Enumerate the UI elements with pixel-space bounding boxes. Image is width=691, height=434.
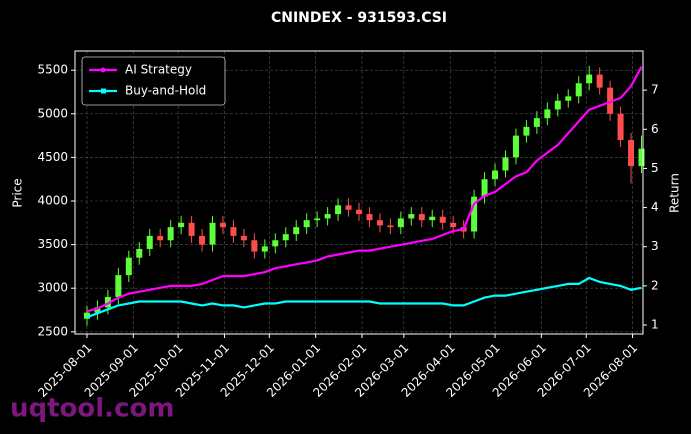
candle-body — [450, 222, 457, 228]
y-tick-label: 2500 — [37, 324, 68, 338]
candle-body — [335, 205, 342, 215]
candle-body — [418, 214, 425, 221]
candle-body — [178, 222, 185, 228]
chart-title: CNINDEX - 931593.CSI — [271, 10, 447, 26]
candle-body — [157, 235, 164, 241]
candle-body — [83, 312, 90, 319]
candle-body — [533, 118, 540, 127]
candle-body — [240, 235, 247, 241]
y2-tick-label: 5 — [651, 161, 659, 175]
y2-tick-label: 4 — [651, 200, 659, 214]
watermark: uqtool.com — [10, 394, 174, 424]
candle-body — [146, 235, 153, 249]
y-tick-label: 4500 — [37, 150, 68, 164]
y-tick-label: 3000 — [37, 281, 68, 295]
legend-box — [81, 56, 226, 106]
candle-body — [261, 246, 268, 252]
candle-body — [167, 227, 174, 241]
y2-tick-label: 7 — [651, 83, 659, 97]
candle-body — [282, 234, 289, 241]
candle-body — [471, 196, 478, 232]
candle-body — [617, 113, 624, 140]
candle-body — [209, 222, 216, 245]
y-axis-label: Price — [11, 178, 25, 207]
legend-label: AI Strategy — [125, 63, 192, 77]
line — [86, 66, 643, 313]
candle-body — [272, 240, 279, 247]
y-tick-label: 4000 — [37, 194, 68, 208]
y2-tick-label: 3 — [651, 239, 659, 253]
candle-body — [429, 216, 436, 221]
candle-body — [439, 216, 446, 223]
candle-body — [125, 257, 132, 276]
candle-body — [324, 214, 331, 219]
legend-marker — [101, 88, 106, 94]
candle-body — [492, 170, 499, 180]
candle-body — [387, 225, 394, 228]
candle-body — [544, 109, 551, 119]
candle-body — [554, 100, 561, 110]
line — [86, 276, 642, 319]
y2-tick-label: 2 — [651, 278, 659, 292]
candle-body — [638, 148, 645, 167]
y2-tick-label: 6 — [651, 122, 659, 136]
y2-tick-label: 1 — [651, 317, 659, 331]
candle-body — [230, 227, 237, 236]
candle-body — [136, 248, 143, 258]
candle-body — [596, 74, 603, 88]
y-tick-label: 5000 — [37, 106, 68, 120]
plot — [83, 65, 645, 326]
candle-body — [345, 205, 352, 210]
candle-body — [575, 83, 582, 97]
y2-axis-label: Return — [668, 173, 682, 213]
candle-body — [314, 218, 321, 221]
candle-body — [94, 307, 101, 313]
candle-body — [565, 96, 572, 101]
candle-body — [251, 240, 258, 252]
y-tick-label: 5500 — [37, 63, 68, 77]
plot-frame — [74, 50, 644, 335]
legend-marker — [100, 67, 106, 73]
candle-body — [293, 227, 300, 235]
legend-label: Buy-and-Hold — [125, 84, 206, 98]
candle-body — [481, 179, 488, 197]
candle-body — [512, 135, 519, 158]
candle-body — [199, 235, 206, 245]
candle-body — [104, 296, 111, 308]
candle-body — [115, 275, 122, 297]
candle-body — [628, 139, 635, 167]
candle-body — [366, 214, 373, 221]
candle-body — [408, 214, 415, 219]
candle-body — [607, 87, 614, 114]
y-tick-label: 3500 — [37, 237, 68, 251]
candle-body — [376, 220, 383, 226]
candle-body — [502, 157, 509, 171]
candle-body — [219, 222, 226, 228]
candle-body — [188, 222, 195, 236]
candle-body — [397, 218, 404, 228]
candle-body — [586, 74, 593, 84]
candle-body — [356, 209, 362, 215]
candle-body — [303, 220, 310, 228]
candle-body — [523, 126, 530, 136]
